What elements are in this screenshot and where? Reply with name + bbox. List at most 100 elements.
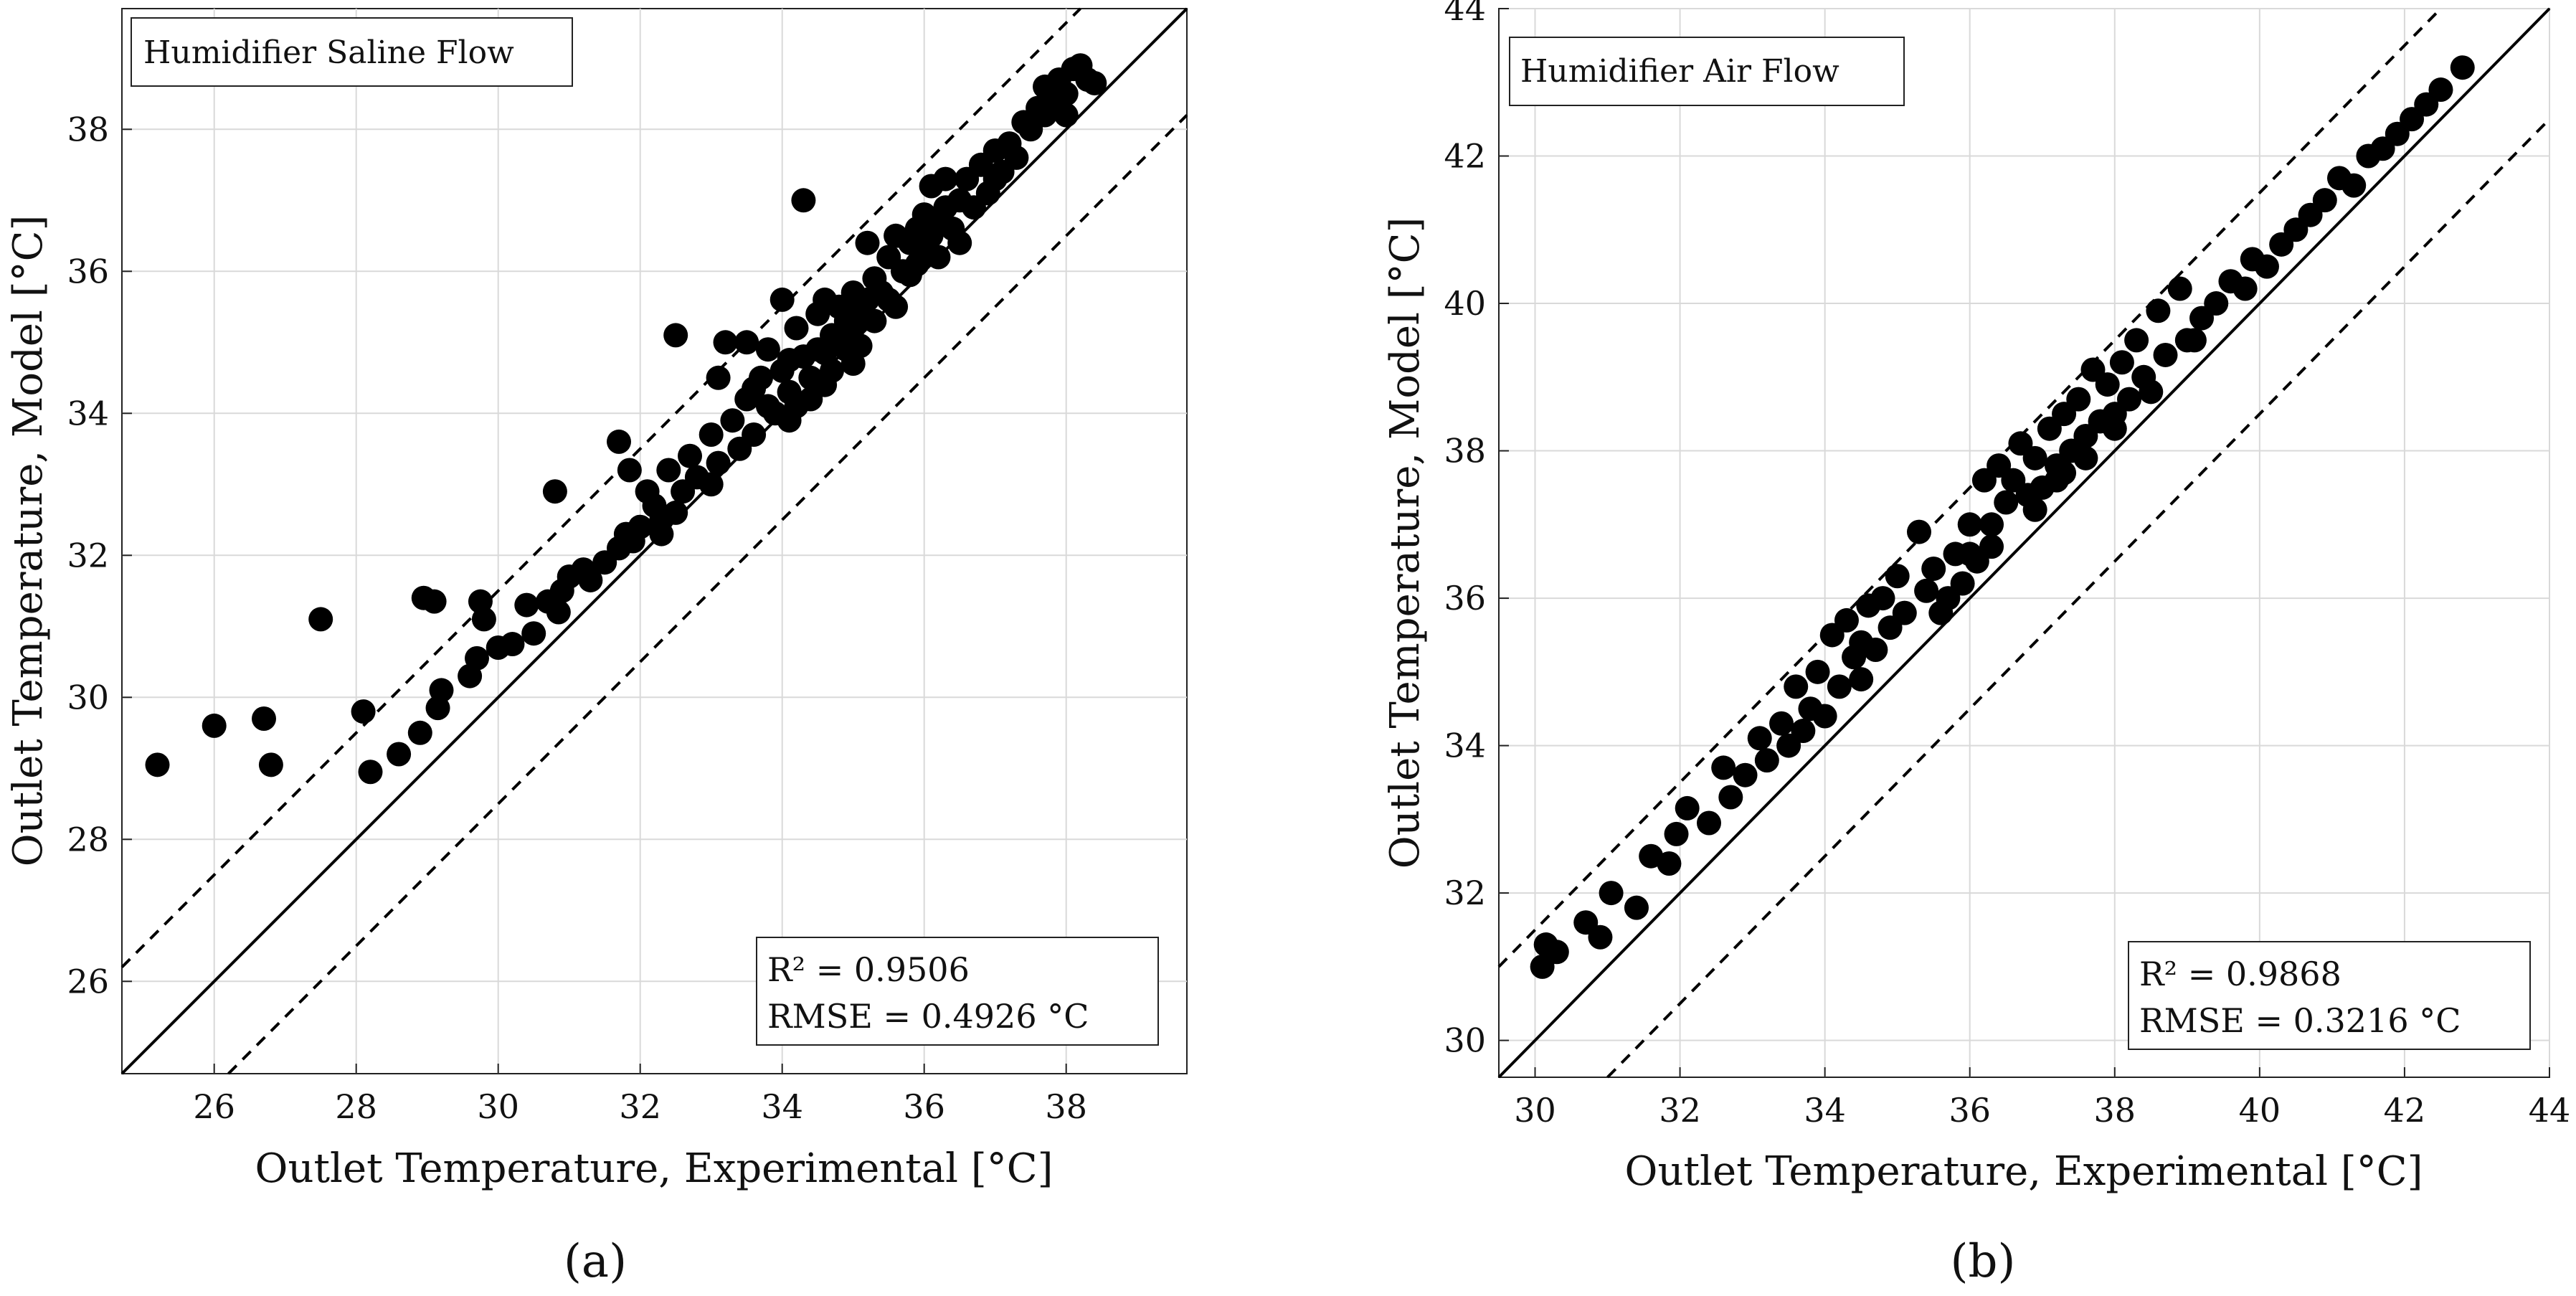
data-point bbox=[1082, 70, 1107, 95]
y-tick-label: 34 bbox=[1444, 727, 1486, 765]
data-point bbox=[145, 752, 170, 777]
data-point bbox=[777, 348, 802, 373]
dashed-reference-line bbox=[120, 7, 1081, 968]
y-tick-label: 42 bbox=[1444, 137, 1486, 176]
data-point bbox=[720, 408, 745, 433]
x-tick-label: 30 bbox=[1514, 1091, 1556, 1130]
x-tick-label: 38 bbox=[1045, 1087, 1087, 1126]
data-point bbox=[813, 341, 838, 366]
data-point bbox=[1849, 667, 1874, 692]
data-point bbox=[1754, 748, 1779, 773]
stats-box-b: R² = 0.9868 RMSE = 0.3216 °C bbox=[2128, 941, 2531, 1050]
y-axis-label-b: Outlet Temperature, Model [°C] bbox=[1382, 217, 1429, 869]
data-point bbox=[2073, 445, 2098, 470]
rmse-label-a: RMSE bbox=[767, 997, 873, 1036]
dashed-reference-line bbox=[1606, 118, 2551, 1079]
x-tick-label: 26 bbox=[193, 1087, 235, 1126]
data-point bbox=[2204, 291, 2229, 316]
data-point bbox=[2102, 416, 2127, 441]
y-tick-label: 30 bbox=[1444, 1021, 1486, 1060]
data-point bbox=[202, 713, 227, 738]
data-point bbox=[791, 188, 816, 213]
data-point bbox=[947, 230, 972, 255]
data-point bbox=[1718, 785, 1743, 810]
x-tick-label: 30 bbox=[477, 1087, 519, 1126]
data-point bbox=[755, 337, 780, 362]
y-tick-label: 28 bbox=[67, 820, 109, 859]
data-point bbox=[1921, 556, 1946, 581]
data-point bbox=[2254, 254, 2279, 279]
data-point bbox=[2428, 77, 2453, 103]
data-point bbox=[1892, 600, 1917, 625]
x-tick-label: 32 bbox=[1659, 1091, 1701, 1130]
r2-value-a: 0.9506 bbox=[854, 950, 970, 989]
data-point bbox=[649, 521, 674, 547]
x-tick-label: 38 bbox=[2094, 1091, 2136, 1130]
title-box-a: Humidifier Saline Flow bbox=[131, 17, 573, 87]
data-point bbox=[514, 592, 539, 618]
data-point bbox=[1979, 534, 2004, 559]
data-point bbox=[1863, 638, 1888, 662]
grid-a bbox=[122, 9, 1187, 1074]
data-point bbox=[2312, 188, 2337, 213]
panel-label-b: (b) bbox=[1951, 1235, 2016, 1288]
data-point bbox=[1812, 704, 1837, 729]
data-point bbox=[351, 699, 376, 724]
data-point bbox=[1004, 145, 1029, 170]
data-point bbox=[2066, 387, 2091, 412]
data-point bbox=[1675, 795, 1700, 820]
data-point bbox=[1599, 881, 1624, 906]
data-point bbox=[734, 330, 759, 355]
data-point bbox=[2341, 173, 2367, 198]
x-tick-label: 42 bbox=[2384, 1091, 2426, 1130]
data-point bbox=[2124, 328, 2149, 353]
data-point bbox=[884, 294, 909, 319]
points-a bbox=[145, 53, 1107, 785]
y-tick-label: 36 bbox=[1444, 579, 1486, 618]
data-point bbox=[1588, 924, 1613, 950]
data-point bbox=[2146, 298, 2171, 323]
data-point bbox=[2109, 350, 2134, 375]
tick-labels-b: 30 32 34 36 38 40 42 44 30 32 34 36 38 40 42 44 bbox=[1444, 0, 2570, 1130]
data-point bbox=[2139, 379, 2164, 405]
rmse-value-b: 0.3216 °C bbox=[2293, 1001, 2461, 1040]
data-point bbox=[308, 607, 333, 632]
data-point bbox=[1747, 726, 1772, 751]
panel-label-a: (a) bbox=[564, 1235, 627, 1288]
data-point bbox=[1907, 519, 1931, 544]
rmse-stat-a: RMSE = 0.4926 °C bbox=[767, 997, 1089, 1036]
data-point bbox=[706, 450, 731, 476]
data-point bbox=[521, 621, 546, 646]
x-tick-label: 44 bbox=[2529, 1091, 2571, 1130]
x-tick-label: 32 bbox=[619, 1087, 661, 1126]
x-tick-label: 36 bbox=[1948, 1091, 1991, 1130]
data-point bbox=[784, 394, 809, 419]
x-tick-label: 28 bbox=[335, 1087, 377, 1126]
data-point bbox=[1711, 755, 1736, 780]
data-point bbox=[542, 479, 567, 504]
x-axis-label-b: Outlet Temperature, Experimental [°C] bbox=[1625, 1148, 2423, 1195]
data-point bbox=[407, 720, 432, 745]
data-point bbox=[2182, 328, 2207, 353]
data-point bbox=[1697, 810, 1721, 836]
data-point bbox=[1769, 711, 1794, 736]
data-point bbox=[1664, 821, 1689, 846]
data-point bbox=[706, 365, 731, 390]
r2-value-b: 0.9868 bbox=[2226, 955, 2341, 993]
data-point bbox=[422, 589, 447, 614]
y-tick-label: 30 bbox=[67, 678, 109, 716]
data-point bbox=[862, 308, 887, 334]
data-point bbox=[358, 760, 383, 785]
data-point bbox=[471, 607, 496, 632]
data-point bbox=[1805, 659, 1830, 684]
data-point bbox=[617, 458, 642, 483]
data-point bbox=[1914, 578, 1939, 603]
y-tick-label: 32 bbox=[67, 536, 109, 574]
data-point bbox=[2450, 55, 2475, 80]
data-point bbox=[833, 298, 858, 323]
data-point bbox=[1657, 851, 1682, 876]
data-point bbox=[252, 706, 276, 731]
data-point bbox=[855, 230, 880, 255]
data-point bbox=[2052, 460, 2077, 486]
